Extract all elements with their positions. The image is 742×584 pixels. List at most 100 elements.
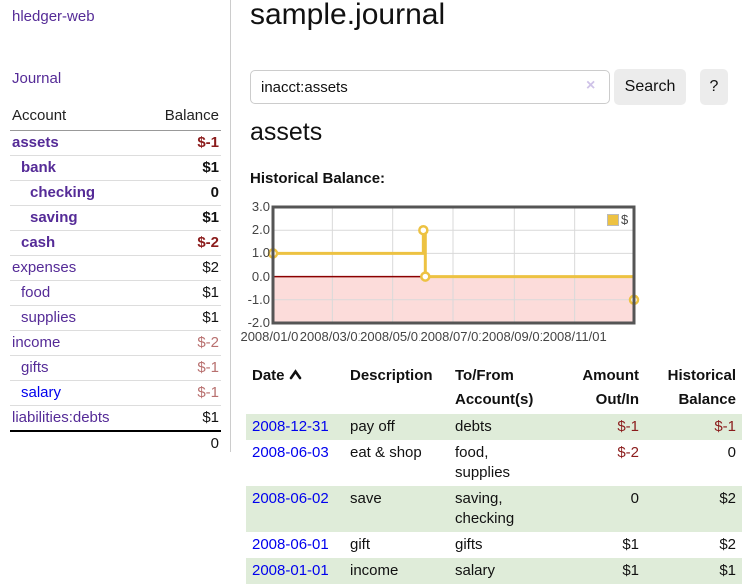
account-balance: $-2 (144, 230, 221, 256)
transaction-accounts: saving, checking (455, 490, 515, 527)
account-link-bank[interactable]: bank (21, 159, 57, 176)
account-link-food[interactable]: food (21, 284, 51, 301)
account-balance: $1 (144, 405, 221, 432)
transaction-amount: $1 (622, 536, 639, 553)
x-axis-tick-label: 2008/07/01 (419, 329, 487, 344)
transaction-amount: $-2 (617, 444, 639, 461)
account-row: assets $-1 (10, 130, 221, 156)
account-row: checking 0 (10, 180, 221, 206)
sidebar-item-journal[interactable]: Journal (12, 70, 62, 87)
transaction-description: pay off (350, 418, 395, 435)
y-axis-tick-label: -2.0 (247, 315, 270, 330)
app-title-link[interactable]: hledger-web (12, 8, 95, 25)
account-link-supplies[interactable]: supplies (21, 309, 77, 326)
chart-title: Historical Balance: (250, 170, 386, 187)
x-axis-tick-label: 2008/03/01 (298, 329, 366, 344)
data-point-marker (420, 271, 431, 282)
date-header-label: Date (252, 367, 285, 384)
accounts-table: Account Balance assets $-1 bank $1 checking 0… (10, 103, 221, 456)
register-header-row: Date Description To/From Account(s) Amou… (246, 362, 742, 414)
register-table: Date Description To/From Account(s) Amou… (246, 362, 742, 584)
transaction-date-link[interactable]: 2008-01-01 (252, 562, 329, 579)
search-input[interactable] (250, 70, 610, 104)
account-row: food $1 (10, 280, 221, 306)
account-balance: $1 (144, 155, 221, 181)
account-balance: $-1 (144, 130, 221, 156)
account-row: expenses $2 (10, 255, 221, 281)
account-link-saving[interactable]: saving (30, 209, 78, 226)
y-axis-tick-label: 3.0 (251, 199, 270, 214)
description-column-header: Description (350, 367, 433, 384)
transaction-accounts: food, supplies (455, 444, 511, 481)
transaction-amount: $1 (622, 562, 639, 579)
total-spacer (10, 430, 145, 456)
account-balance: $1 (144, 305, 221, 331)
accounts-column-header: To/From Account(s) (455, 367, 534, 408)
transaction-row: 2008-06-02 save saving, checking 0 $2 (246, 486, 742, 532)
transaction-row: 2008-12-31 pay off debts $-1 $-1 (246, 414, 742, 440)
account-row: bank $1 (10, 155, 221, 181)
account-heading: assets (250, 118, 323, 146)
sort-ascending-icon (289, 369, 301, 380)
x-axis-tick-label: 2008/09/01 (480, 329, 548, 344)
transaction-date-link[interactable]: 2008-06-02 (252, 490, 329, 507)
data-point-marker (418, 224, 429, 236)
account-balance: $2 (144, 255, 221, 281)
account-link-cash[interactable]: cash (21, 234, 56, 251)
account-link-gifts[interactable]: gifts (21, 359, 49, 376)
account-row: liabilities:debts $1 (10, 405, 221, 432)
transaction-row: 2008-01-01 income salary $1 $1 (246, 558, 742, 584)
accounts-total-balance: 0 (144, 430, 221, 456)
transaction-description: eat & shop (350, 444, 422, 461)
account-balance: $-1 (144, 355, 221, 381)
chart-plot (267, 205, 640, 325)
account-row: supplies $1 (10, 305, 221, 331)
transaction-balance: $-1 (714, 418, 736, 435)
account-balance: $1 (144, 205, 221, 231)
search-button[interactable]: Search (614, 69, 686, 105)
y-axis-tick-label: 1.0 (251, 245, 270, 261)
transaction-row: 2008-06-01 gift gifts $1 $2 (246, 532, 742, 558)
balance-column-header: Balance (144, 103, 221, 131)
transaction-amount: 0 (630, 490, 639, 507)
y-axis-tick-label: 0.0 (251, 268, 270, 284)
transaction-date-link[interactable]: 2008-12-31 (252, 418, 329, 435)
amount-column-header: Amount Out/In (582, 367, 639, 408)
sidebar: hledger-web Journal Account Balance asse… (0, 0, 231, 456)
transaction-balance: $2 (719, 536, 736, 553)
help-button[interactable]: ? (700, 69, 728, 105)
account-row: cash $-2 (10, 230, 221, 256)
clear-search-icon[interactable]: × (586, 77, 596, 94)
y-axis-tick-label: -1.0 (247, 291, 270, 307)
account-balance: 0 (144, 180, 221, 206)
transaction-balance: $1 (719, 562, 736, 579)
legend-label: $ (621, 212, 629, 227)
search-bar: × Search ? (250, 69, 742, 105)
account-row: income $-2 (10, 330, 221, 356)
account-link-income[interactable]: income (12, 334, 61, 351)
transaction-balance: $2 (719, 490, 736, 507)
accounts-total-row: 0 (10, 430, 221, 456)
account-row: saving $1 (10, 205, 221, 231)
x-axis-tick-label: 2008/05/01 (359, 329, 427, 344)
account-row: gifts $-1 (10, 355, 221, 381)
accounts-header-row: Account Balance (10, 103, 221, 131)
transaction-accounts: salary (455, 562, 496, 579)
transaction-description: save (350, 490, 382, 507)
account-balance: $1 (144, 280, 221, 306)
account-link-checking[interactable]: checking (30, 184, 96, 201)
account-link-assets[interactable]: assets (12, 134, 59, 151)
account-link-expenses[interactable]: expenses (12, 259, 77, 276)
account-column-header: Account (10, 103, 145, 131)
transaction-date-link[interactable]: 2008-06-01 (252, 536, 329, 553)
main-content: sample.journal × Search ? assets Histori… (239, 0, 742, 584)
account-link-salary[interactable]: salary (21, 384, 62, 401)
account-link-liabilities-debts[interactable]: liabilities:debts (12, 409, 110, 426)
account-row: salary $-1 (10, 380, 221, 406)
x-axis-tick-label: 2008/01/01 (239, 329, 307, 344)
date-column-header[interactable]: Date (246, 362, 344, 414)
transaction-description: gift (350, 536, 371, 553)
transaction-description: income (350, 562, 399, 579)
transaction-date-link[interactable]: 2008-06-03 (252, 444, 329, 461)
account-balance: $-2 (144, 330, 221, 356)
